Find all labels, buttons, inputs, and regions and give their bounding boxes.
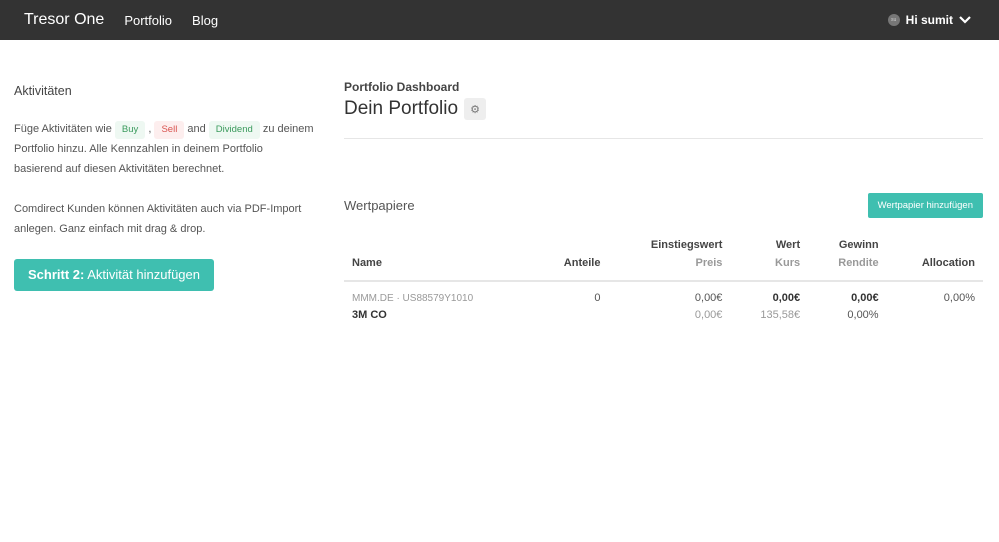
gewinn: 0,00€ (851, 292, 879, 304)
sidebar-intro: Füge Aktivitäten wie Buy , Sell and Divi… (14, 119, 314, 179)
text: Füge Aktivitäten wie (14, 123, 112, 135)
col-anteile[interactable]: Anteile (563, 257, 601, 269)
step-label: Schritt 2: (28, 267, 85, 282)
gear-icon[interactable]: ⚙ (464, 98, 487, 120)
anteile: 0 (594, 292, 601, 304)
add-activity-button[interactable]: Schritt 2: Aktivität hinzufügen (14, 259, 214, 291)
title-text: Dein Portfolio (344, 98, 459, 119)
nav-portfolio[interactable]: Portfolio (124, 12, 173, 28)
einstieg: 0,00€ (694, 292, 723, 304)
text: , (148, 123, 152, 135)
header: Kurs (775, 257, 801, 269)
header: Rendite (838, 257, 879, 269)
avatar: su (887, 14, 900, 26)
brand-logo[interactable]: Tresor One (24, 11, 105, 28)
col-allocation[interactable]: Allocation (921, 257, 975, 269)
main-content: Portfolio Dashboard Dein Portfolio ⚙ Wert… (344, 80, 983, 332)
section-title: Wertpapiere (344, 198, 415, 213)
nav-blog[interactable]: Blog (192, 12, 219, 28)
buy-tag: Buy (114, 121, 146, 139)
header: Einstiegswert (650, 239, 723, 251)
text: and (187, 123, 206, 135)
top-nav: Tresor One Portfolio Blog su Hi sumit (0, 0, 999, 40)
user-greeting: Hi sumit (905, 13, 953, 27)
sidebar: Aktivitäten Füge Aktivitäten wie Buy , S… (14, 81, 314, 291)
text: zu deinem Portfolio hinzu. Alle Kennzahl… (14, 123, 314, 175)
button-label: Aktivität hinzufügen (87, 267, 200, 282)
allocation: 0,00% (943, 292, 975, 304)
chevron-down-icon (959, 16, 971, 24)
wert: 0,00€ (772, 292, 801, 304)
header: Gewinn (838, 239, 879, 251)
isin: MMM.DE · US88579Y1010 (352, 293, 474, 304)
rendite: 0,00% (847, 309, 879, 321)
col-wert[interactable]: Wert Kurs (730, 236, 808, 281)
securities-table: Name Anteile Einstiegswert Preis Wert Kurs… (344, 236, 983, 332)
user-menu[interactable]: su Hi sumit (887, 13, 971, 27)
add-security-button[interactable]: Wertpapier hinzufügen (867, 193, 983, 218)
sidebar-import-info: Comdirect Kunden können Aktivitäten auch… (14, 203, 302, 235)
col-gewinn[interactable]: Gewinn Rendite (808, 236, 886, 281)
header: Wert (775, 239, 801, 251)
header: Preis (695, 257, 723, 269)
page-title: Dein Portfolio ⚙ (344, 98, 983, 120)
col-einstieg[interactable]: Einstiegswert Preis (608, 236, 730, 281)
table-row[interactable]: MMM.DE · US88579Y1010 3M CO 0 0,00€ 0,00€ … (344, 281, 983, 332)
kurs: 135,58€ (760, 309, 801, 321)
page-subtitle: Portfolio Dashboard (344, 80, 460, 94)
preis: 0,00€ (694, 309, 723, 321)
sidebar-title: Aktivitäten (14, 84, 72, 98)
col-name[interactable]: Name (352, 257, 382, 269)
sell-tag: Sell (154, 121, 185, 139)
dividend-tag: Dividend (208, 121, 260, 139)
divider (344, 138, 983, 139)
security-name[interactable]: 3M CO (352, 309, 387, 321)
securities-header: Wertpapiere Wertpapier hinzufügen (344, 193, 983, 218)
